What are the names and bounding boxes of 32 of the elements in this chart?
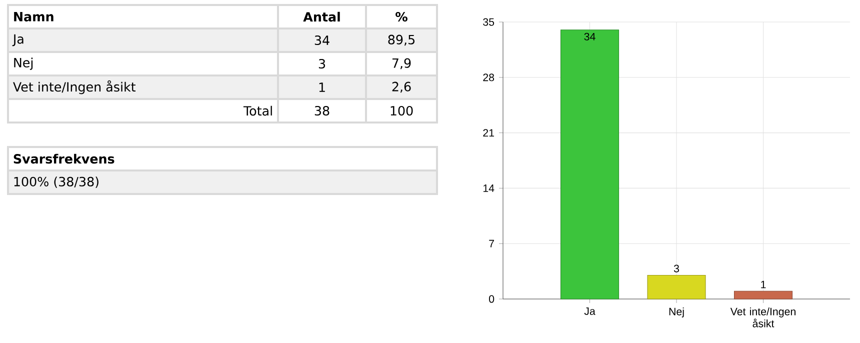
x-tick-label: Ja	[584, 307, 596, 315]
y-tick-label: 7	[489, 240, 494, 248]
text: Ja	[12, 34, 24, 46]
y-tick-label: 14	[483, 184, 494, 192]
text: Antal	[303, 12, 340, 22]
y-tick-label: 21	[483, 129, 494, 137]
text: 34	[314, 35, 330, 46]
text: 2,6	[392, 82, 411, 93]
y-tick-label: 28	[483, 74, 494, 82]
x-tick-label: Vet inte/Ingen åsikt	[730, 307, 796, 328]
text: 100% (38/38)	[14, 176, 98, 188]
text: 38	[314, 106, 330, 116]
text: 89,5	[388, 34, 414, 46]
text: 3	[318, 58, 326, 69]
y-tick-label: 35	[483, 18, 494, 26]
text: %	[396, 12, 408, 22]
text: Nej	[14, 58, 33, 70]
data-label: 34	[584, 32, 596, 40]
text: 100	[390, 106, 413, 116]
data-label: 1	[761, 280, 766, 288]
bar	[647, 274, 706, 300]
text: Svarsfrekvens	[14, 154, 114, 164]
text: Total	[243, 106, 272, 116]
bar	[560, 30, 620, 300]
text: 7,9	[392, 58, 411, 70]
data-label: 3	[674, 264, 679, 272]
text: Vet inte/Ingen åsikt	[13, 80, 136, 94]
y-tick-label: 0	[489, 295, 494, 303]
text: Namn	[14, 12, 54, 22]
x-tick-label: Nej	[669, 307, 684, 318]
text: 1	[319, 82, 325, 92]
bar	[734, 290, 793, 300]
